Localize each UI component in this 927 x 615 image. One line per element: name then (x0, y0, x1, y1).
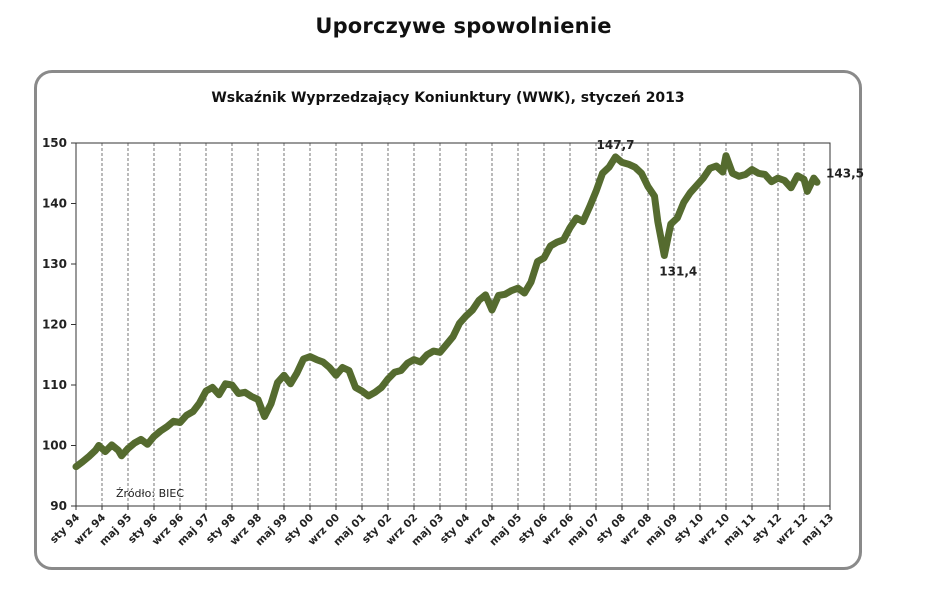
y-tick-label: 130 (42, 257, 67, 271)
y-tick-label: 90 (50, 499, 67, 513)
series-line (72, 152, 821, 471)
page-title: Uporczywe spowolnienie (315, 14, 612, 38)
y-tick-label: 150 (42, 136, 67, 150)
data-label: 143,5 (826, 166, 864, 180)
y-tick-label: 120 (42, 318, 67, 332)
y-tick-label: 140 (42, 197, 67, 211)
y-tick-label: 110 (42, 378, 67, 392)
plot-area-border (75, 142, 831, 507)
y-tick-label: 100 (42, 439, 67, 453)
chart-title: Wskaźnik Wyprzedzający Koniunktury (WWK)… (211, 90, 685, 106)
source-note: Źródło: BIEC (116, 487, 184, 500)
data-label: 147,7 (597, 138, 635, 152)
data-label: 131,4 (659, 265, 697, 279)
